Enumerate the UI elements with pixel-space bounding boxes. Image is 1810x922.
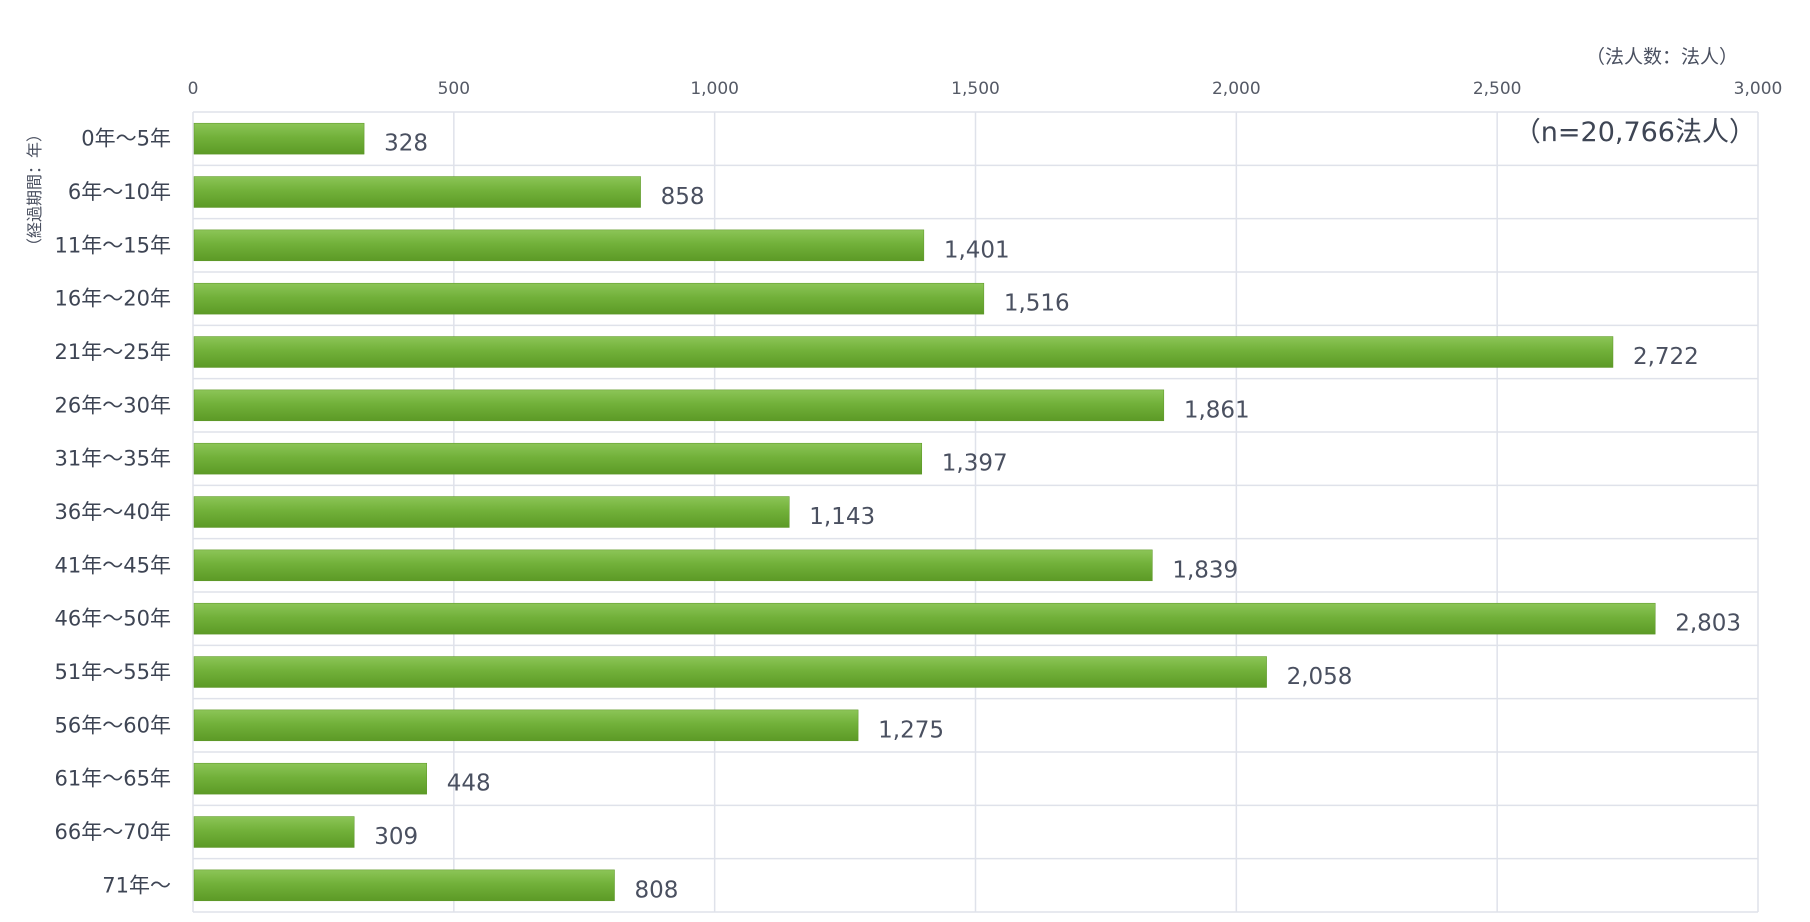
bars [193, 122, 1656, 902]
grid [192, 111, 1759, 913]
bar [193, 282, 985, 315]
x-tick-label: 500 [438, 79, 470, 99]
bar [193, 762, 427, 795]
bar [193, 442, 923, 475]
data-label: 1,861 [1184, 397, 1250, 423]
data-label: 309 [374, 824, 418, 850]
x-tick-label: 2,500 [1473, 79, 1522, 99]
data-label: 1,397 [942, 451, 1008, 477]
category-label: 41年～45年 [55, 553, 171, 577]
sample-size-annotation: （n=20,766法人） [1514, 117, 1756, 148]
data-label: 1,401 [944, 237, 1010, 263]
data-label: 1,143 [809, 504, 875, 530]
x-axis-unit-label: （法人数：法人） [1586, 46, 1738, 68]
category-label: 6年～10年 [68, 180, 171, 204]
data-label: 2,058 [1287, 664, 1353, 690]
data-label: 1,516 [1004, 291, 1070, 317]
value-labels: 328 858 1,401 1,516 2,722 1,861 1,397 1,143 1,83… [374, 131, 1741, 904]
bar [193, 122, 365, 155]
category-label: 46年～50年 [55, 607, 171, 631]
data-label: 808 [635, 877, 679, 903]
x-tick-label: 1,500 [951, 79, 1000, 99]
data-label: 858 [661, 184, 705, 210]
bar [193, 496, 790, 528]
category-label: 56年～60年 [55, 713, 171, 737]
data-label: 328 [384, 131, 428, 157]
bar [193, 336, 1614, 368]
bar [193, 709, 859, 742]
x-axis-ticks: 0 500 1,000 1,500 2,000 2,500 3,000 [188, 79, 1783, 99]
category-label: 21年～25年 [55, 340, 171, 364]
category-label: 26年～30年 [55, 393, 171, 417]
bar [193, 816, 355, 848]
data-label: 448 [447, 771, 491, 797]
category-label: 51年～55年 [55, 660, 171, 684]
data-label: 1,839 [1172, 557, 1238, 583]
x-tick-label: 2,000 [1212, 79, 1261, 99]
bar [193, 389, 1165, 422]
y-axis-title: （経過期間：年） [25, 126, 44, 254]
category-label: 66年～70年 [55, 820, 171, 844]
x-tick-label: 3,000 [1734, 79, 1783, 99]
category-label: 16年～20年 [55, 287, 171, 311]
category-label: 71年～ [102, 873, 171, 897]
bar [193, 602, 1656, 635]
category-label: 0年～5年 [81, 127, 171, 151]
data-label: 2,803 [1675, 611, 1741, 637]
x-tick-label: 1,000 [690, 79, 739, 99]
bar [193, 176, 641, 208]
x-tick-label: 0 [188, 79, 199, 99]
bar [193, 549, 1153, 582]
category-labels: 0年～5年 6年～10年 11年～15年 16年～20年 21年～25年 26年～30年 3… [55, 127, 171, 898]
data-label: 2,722 [1633, 344, 1699, 370]
bar [193, 869, 615, 902]
category-label: 36年～40年 [55, 500, 171, 524]
category-label: 31年～35年 [55, 447, 171, 471]
category-label: 61年～65年 [55, 767, 171, 791]
data-label: 1,275 [878, 717, 944, 743]
bar [193, 229, 925, 262]
bar [193, 656, 1267, 688]
category-label: 11年～15年 [55, 233, 171, 257]
